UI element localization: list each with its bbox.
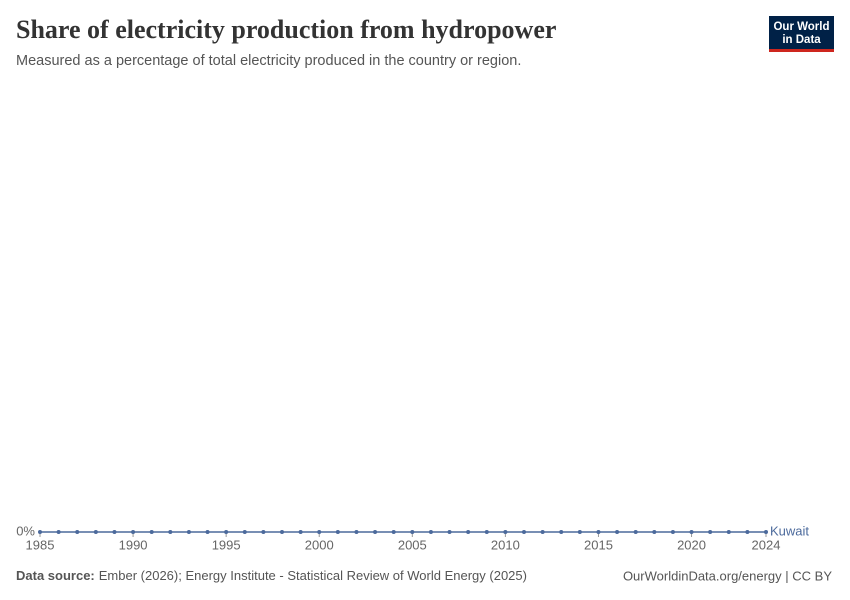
data-point — [745, 530, 750, 534]
data-point — [186, 530, 191, 534]
data-point — [615, 530, 620, 534]
source-text: Ember (2026); Energy Institute - Statist… — [99, 568, 527, 583]
data-point — [670, 530, 675, 534]
data-point — [540, 530, 545, 534]
y-tick-label: 0% — [16, 523, 35, 538]
data-point — [149, 530, 154, 534]
data-point — [280, 530, 284, 534]
data-point — [559, 530, 564, 534]
data-point — [242, 530, 247, 534]
data-point — [522, 530, 526, 534]
chart-title: Share of electricity production from hyd… — [16, 15, 556, 44]
x-tick-label: 1995 — [212, 537, 241, 552]
data-point — [633, 530, 638, 534]
data-point — [484, 530, 489, 534]
data-point — [410, 530, 415, 534]
x-tick-label: 2020 — [677, 537, 706, 552]
data-point — [131, 530, 136, 534]
data-point — [354, 530, 359, 534]
data-point — [689, 530, 694, 534]
chart-subtitle: Measured as a percentage of total electr… — [16, 53, 521, 69]
data-point — [317, 530, 322, 534]
x-tick-label: 2000 — [305, 537, 334, 552]
data-point — [373, 530, 378, 534]
data-point — [764, 530, 768, 534]
data-point — [708, 530, 713, 534]
x-tick-label: 1985 — [26, 537, 55, 552]
data-point — [335, 530, 340, 534]
series-label: Kuwait — [770, 523, 809, 538]
x-tick-label: 2015 — [584, 537, 613, 552]
data-point — [428, 530, 433, 534]
data-point — [577, 530, 582, 534]
logo-text: Our World — [773, 21, 829, 33]
logo-bar — [769, 49, 834, 52]
data-point — [205, 530, 210, 534]
source-label: Data source: — [16, 568, 95, 583]
data-point — [447, 530, 452, 534]
x-tick-label: 2005 — [398, 537, 427, 552]
logo-text: in Data — [782, 34, 821, 46]
footer-link[interactable]: OurWorldinData.org/energy | CC BY — [623, 568, 832, 583]
data-point — [93, 530, 98, 534]
data-point — [466, 530, 471, 534]
data-point — [56, 530, 61, 534]
data-point — [38, 530, 42, 534]
x-tick-label: 2024 — [752, 537, 781, 552]
data-point — [261, 530, 266, 534]
data-point — [652, 530, 657, 534]
data-point — [726, 530, 731, 534]
data-point — [298, 530, 303, 534]
data-point — [391, 530, 396, 534]
data-point — [503, 530, 508, 534]
data-point — [75, 530, 80, 534]
data-point — [224, 530, 229, 534]
x-tick-label: 1990 — [119, 537, 148, 552]
data-point — [168, 530, 173, 534]
logo[interactable] — [769, 16, 834, 52]
source: Data source: Ember (2026); Energy Institu… — [16, 568, 527, 583]
x-tick-label: 2010 — [491, 537, 520, 552]
data-point — [112, 530, 117, 534]
data-point — [596, 530, 601, 534]
